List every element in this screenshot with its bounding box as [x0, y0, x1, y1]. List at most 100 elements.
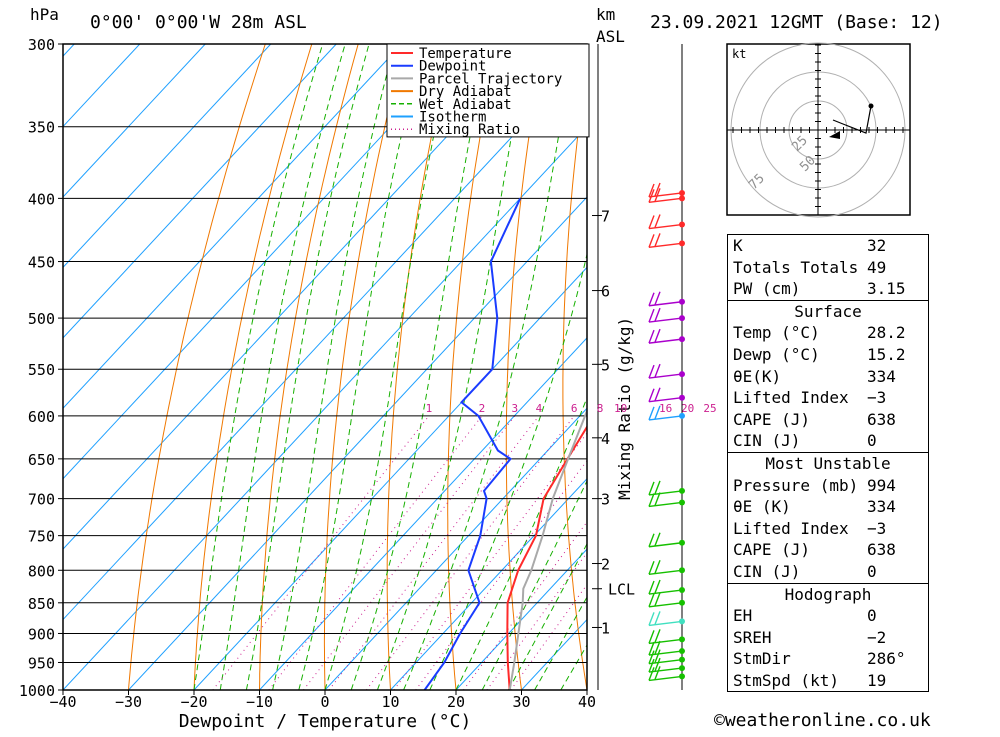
wind-barb-staff — [649, 590, 682, 594]
pressure-unit-label: hPa — [30, 6, 59, 23]
dry-adiabat-line — [961, 26, 1000, 690]
most-unstable-label: Pressure (mb) — [733, 475, 858, 497]
mixing-ratio-value-label: 2 — [479, 402, 486, 415]
dry-adiabat-line — [129, 26, 272, 690]
most-unstable-label: CIN (J) — [733, 561, 800, 583]
surface-row: CAPE (J)638 — [728, 409, 928, 431]
hodograph-label: SREH — [733, 627, 772, 649]
legend-entry: Mixing Ratio — [419, 122, 520, 138]
wind-barb — [649, 560, 685, 574]
wind-barb-dot — [679, 567, 685, 573]
wind-barb-dot — [679, 488, 685, 494]
wind-barb-staff — [649, 339, 682, 343]
wind-barb-feather — [649, 365, 654, 378]
wind-barb-feather — [649, 293, 654, 306]
wind-barb-feather — [655, 292, 660, 305]
wind-barb-staff — [649, 374, 682, 378]
wind-barb-staff — [649, 243, 682, 247]
wind-barb-feather — [649, 234, 654, 247]
surface-value: 334 — [867, 366, 923, 388]
most-unstable-value: 994 — [867, 475, 923, 497]
wind-barb — [649, 292, 685, 306]
wind-barb — [649, 629, 685, 643]
temperature-tick-label: 30 — [512, 693, 530, 711]
height-tick-label: 2 — [601, 556, 610, 574]
pressure-tick-label: 750 — [28, 528, 55, 546]
wind-barb-staff — [649, 502, 682, 506]
wind-barb-feather — [649, 389, 654, 402]
pressure-tick-label: 350 — [28, 119, 55, 137]
wind-barb-dot — [679, 315, 685, 321]
wind-barb-staff — [649, 318, 682, 322]
wind-barb — [649, 593, 685, 607]
surface-label: θE(K) — [733, 366, 781, 388]
wind-barb-dot — [679, 336, 685, 342]
pressure-tick-label: 850 — [28, 595, 55, 613]
most-unstable-title: Most Unstable — [728, 453, 928, 475]
wind-barb — [649, 533, 685, 547]
wind-barb-feather — [655, 629, 660, 642]
hodograph-label: StmSpd (kt) — [733, 670, 839, 692]
temperature-tick-label: 20 — [447, 693, 465, 711]
temperature-tick-label: −20 — [180, 693, 207, 711]
most-unstable-row: CIN (J)0 — [728, 561, 928, 583]
datetime-title: 23.09.2021 12GMT (Base: 12) — [650, 14, 943, 31]
surface-row: Lifted Index−3 — [728, 387, 928, 409]
most-unstable-row: Pressure (mb) 994 — [728, 475, 928, 497]
pressure-tick-label: 700 — [28, 491, 55, 509]
wind-barb-dot — [679, 648, 685, 654]
wind-barb-staff — [649, 302, 682, 306]
wind-barb — [649, 481, 685, 495]
wind-barb-staff — [649, 603, 682, 607]
mixing-ratio-value-label: 8 — [597, 402, 604, 415]
wind-barb — [649, 388, 685, 402]
pressure-tick-label: 450 — [28, 254, 55, 272]
hodograph-unit-label: kt — [732, 47, 746, 61]
wind-barb-staff — [649, 198, 682, 202]
most-unstable-value: 334 — [867, 496, 923, 518]
wind-barb-feather — [655, 533, 660, 546]
surface-value: −3 — [867, 387, 923, 409]
height-tick-label: LCL — [608, 581, 635, 599]
wind-barb-dot — [679, 299, 685, 305]
wind-barb-dot — [679, 618, 685, 624]
wind-barb-dot — [679, 240, 685, 246]
general-value: 32 — [867, 235, 923, 257]
x-axis-label: Dewpoint / Temperature (°C) — [179, 711, 472, 732]
hodograph-title: Hodograph — [728, 584, 928, 606]
mixing-ratio-value-label: 1 — [426, 402, 433, 415]
surface-value: 638 — [867, 409, 923, 431]
wind-barb-feather — [649, 581, 654, 594]
wind-barb-dot — [679, 395, 685, 401]
wind-barb-feather — [655, 364, 660, 377]
wind-barb-dot — [679, 665, 685, 671]
surface-row: Temp (°C)28.2 — [728, 322, 928, 344]
general-value: 49 — [867, 257, 923, 279]
most-unstable-label: Lifted Index — [733, 518, 849, 540]
mixing-ratio-value-label: 3 — [511, 402, 518, 415]
wind-barb-feather — [655, 481, 660, 494]
surface-row: θE(K) 334 — [728, 366, 928, 388]
height-tick-label: 7 — [601, 208, 610, 226]
most-unstable-value: −3 — [867, 518, 923, 540]
most-unstable-row: Lifted Index −3 — [728, 518, 928, 540]
wind-barb-feather — [655, 308, 660, 321]
wind-barb-feather — [649, 407, 654, 420]
location-title: 0°00' 0°00'W 28m ASL — [90, 14, 307, 31]
temperature-tick-label: 10 — [381, 693, 399, 711]
wind-barb-dot — [679, 636, 685, 642]
hodograph-row: SREH−2 — [728, 627, 928, 649]
wind-barb-staff — [649, 621, 682, 625]
mixing-ratio-line — [366, 416, 574, 690]
wind-barb-feather — [649, 594, 654, 607]
height-tick-label: 6 — [601, 283, 610, 301]
pressure-tick-label: 500 — [28, 310, 55, 328]
height-tick-label: 4 — [601, 430, 610, 448]
wind-barb-feather — [655, 215, 660, 228]
wet-adiabat-line — [246, 26, 374, 690]
wind-barb-feather — [655, 611, 660, 624]
